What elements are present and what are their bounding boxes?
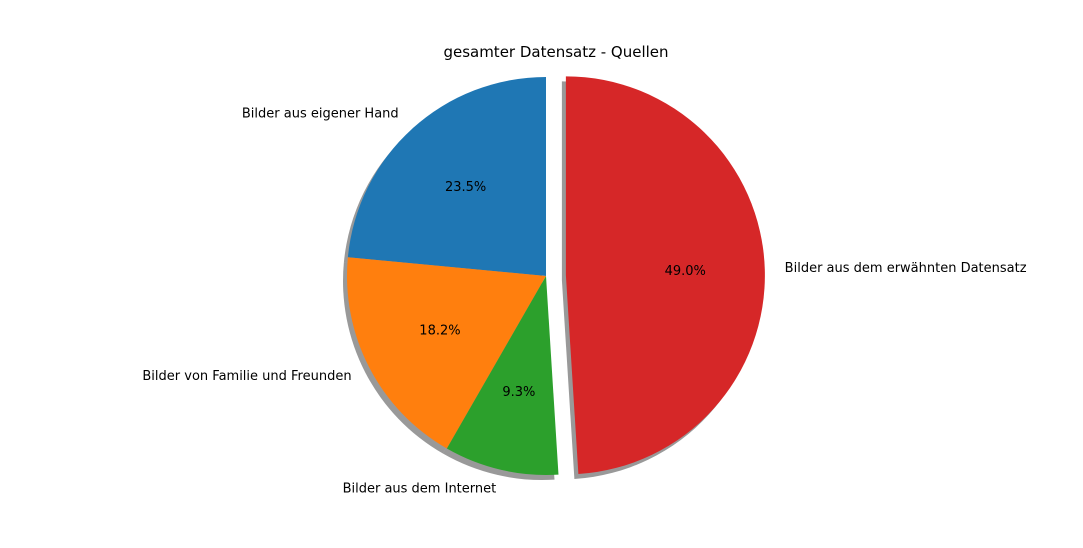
slice-bilder-aus-eigener-hand xyxy=(347,77,546,276)
category-label-bilder-aus-eigener-hand: Bilder aus eigener Hand xyxy=(242,107,399,122)
pct-label-bilder-von-familie-und-freunden: 18.2% xyxy=(419,323,460,338)
slice-bilder-von-familie-und-freunden xyxy=(347,257,546,449)
pct-label-bilder-aus-eigener-hand: 23.5% xyxy=(445,180,486,195)
slice-labels: 23.5% Bilder aus eigener Hand 18.2% Bilder … xyxy=(142,107,1026,497)
category-label-bilder-von-familie-und-freunden: Bilder von Familie und Freunden xyxy=(142,369,351,384)
pct-label-bilder-aus-dem-erw-hnten-datensatz: 49.0% xyxy=(665,264,706,279)
chart-title: gesamter Datensatz - Quellen xyxy=(443,43,668,61)
pct-label-bilder-aus-dem-internet: 9.3% xyxy=(502,385,535,400)
category-label-bilder-aus-dem-internet: Bilder aus dem Internet xyxy=(343,482,497,497)
pie-slices xyxy=(347,76,765,475)
slice-bilder-aus-dem-internet xyxy=(446,276,559,475)
category-label-bilder-aus-dem-erw-hnten-datensatz: Bilder aus dem erwähnten Datensatz xyxy=(785,261,1027,276)
slice-bilder-aus-dem-erw-hnten-datensatz xyxy=(565,76,765,474)
